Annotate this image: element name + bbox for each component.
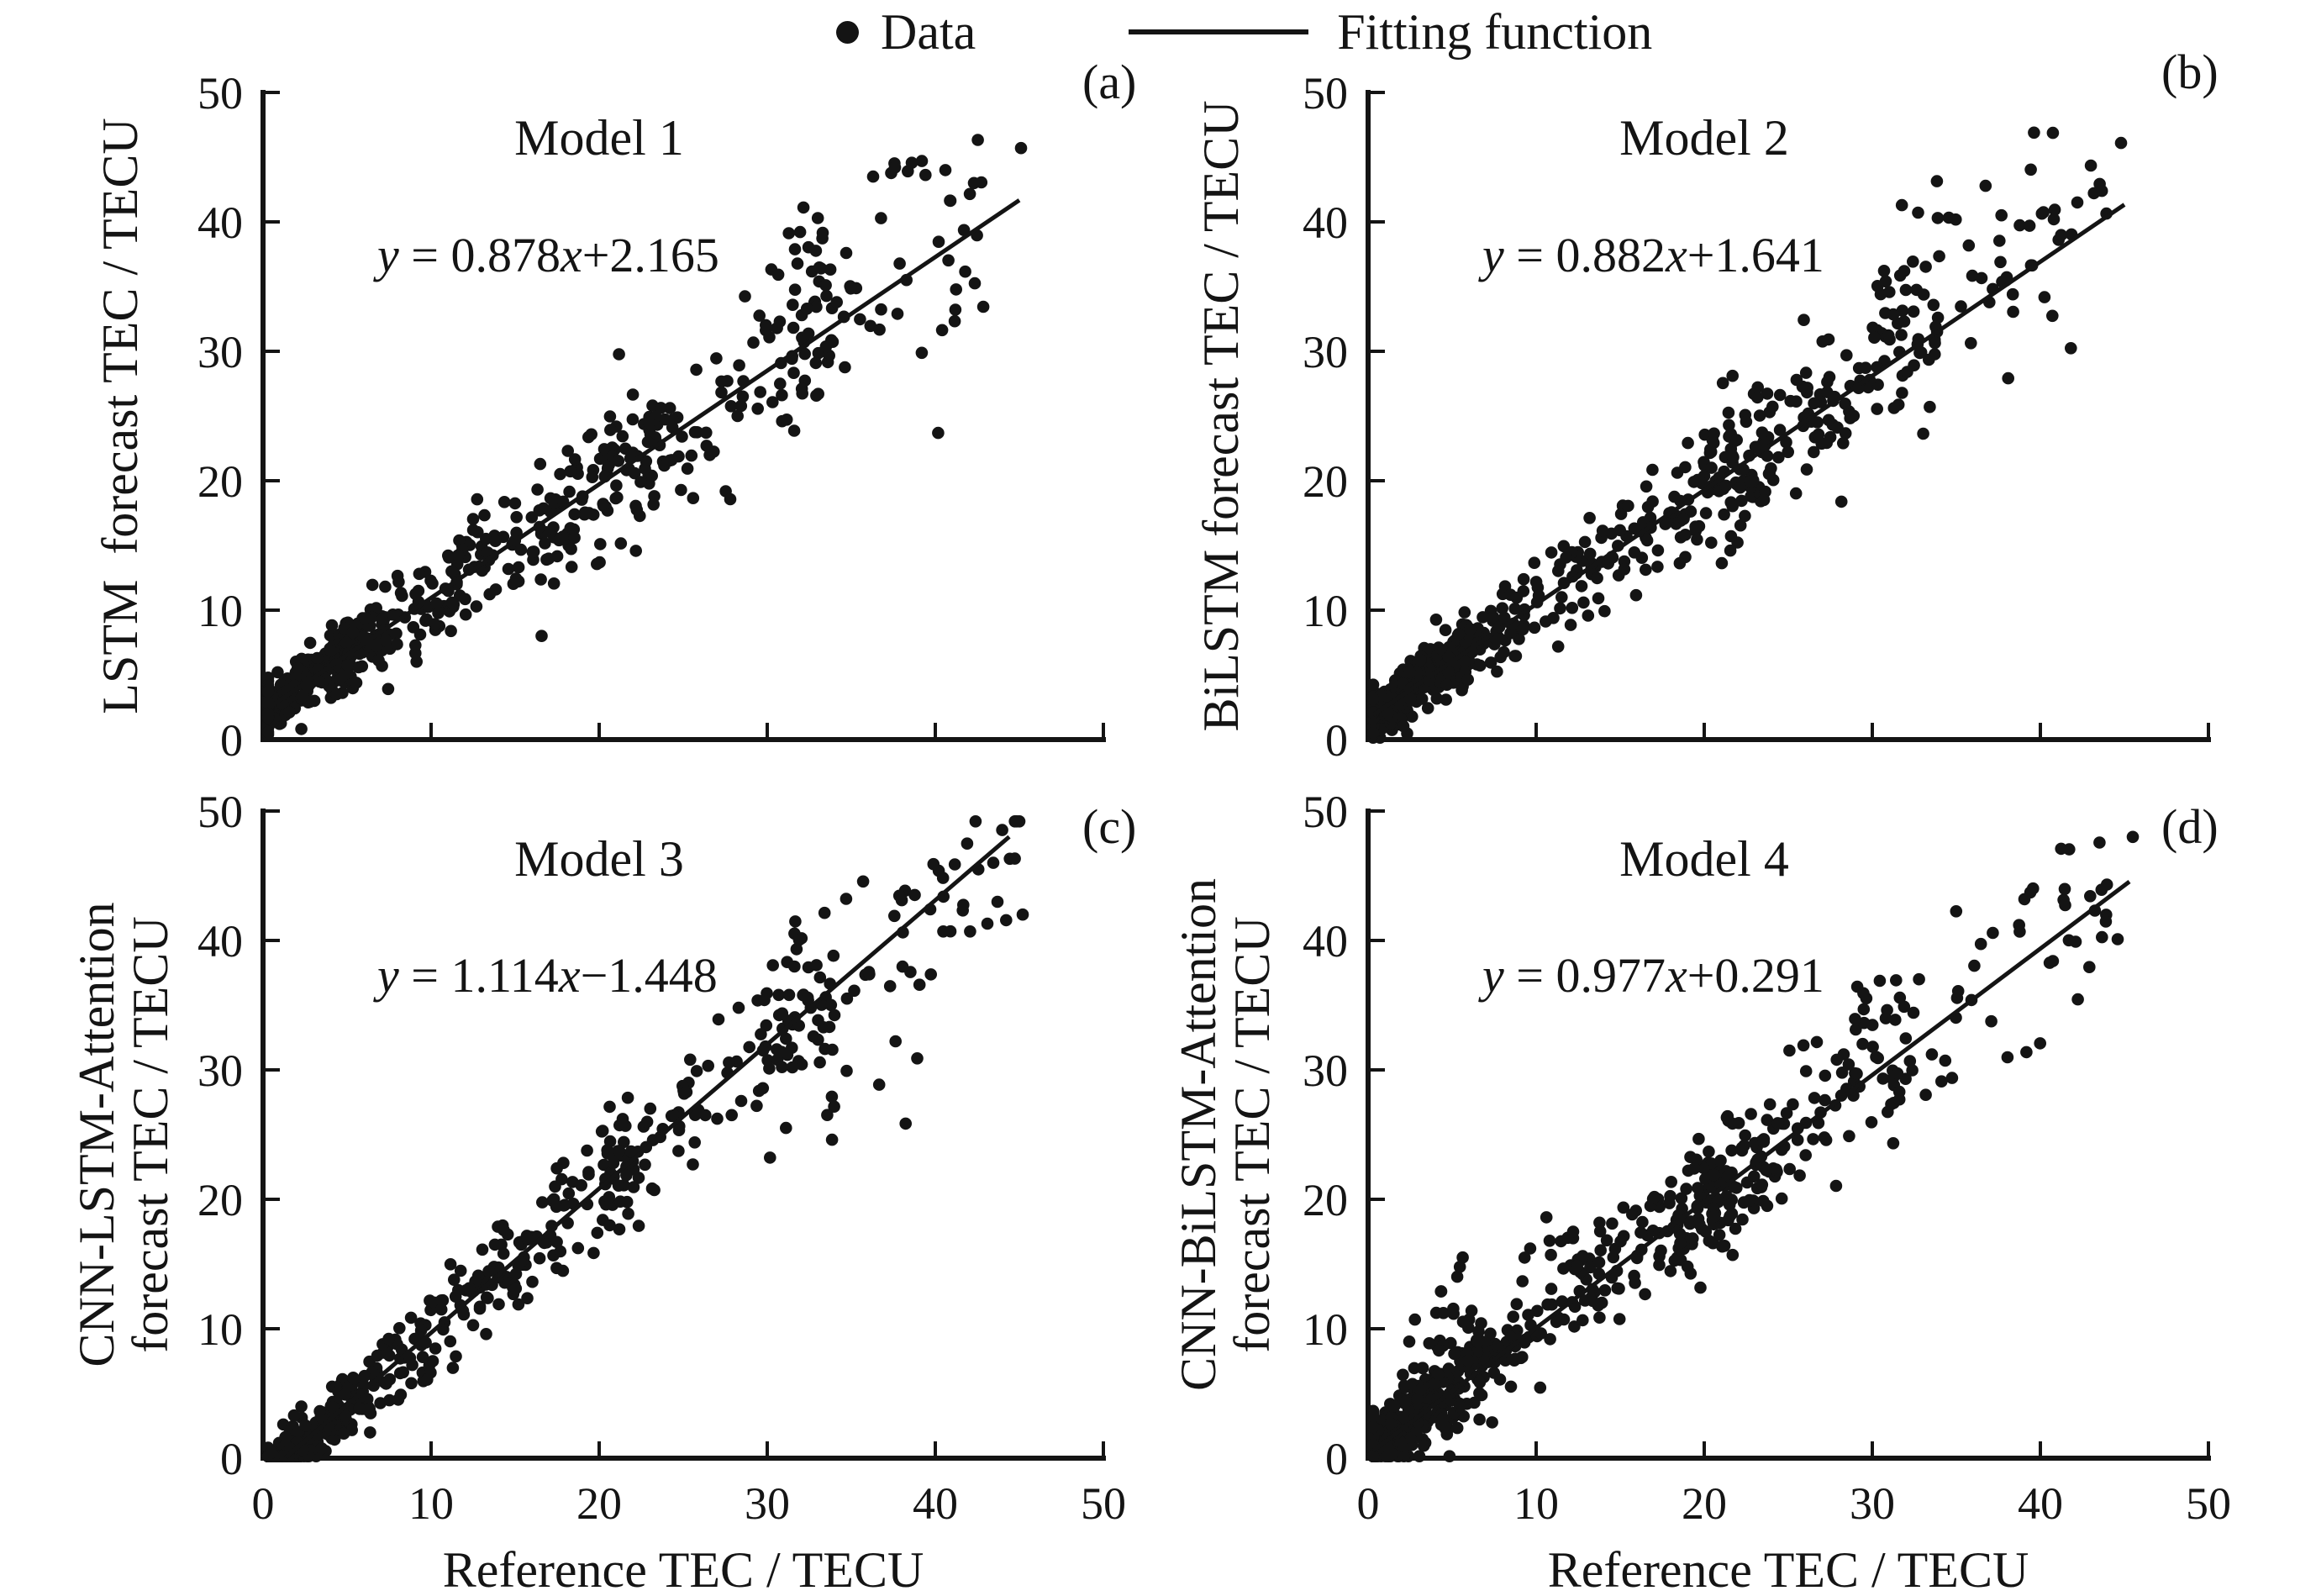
y-tick-label: 20 [197,1175,243,1225]
y-tick-label: 10 [1303,1304,1348,1355]
data-points [261,134,1028,741]
y-tick-label: 30 [1303,1046,1348,1096]
panel-title-a: Model 1 [514,110,684,166]
y-axis-label-a: LSTM forecast TEC / TECU [0,118,255,714]
y-axis-label-d: CNN-BiLSTM-Attention forecast TEC / TECU [1064,878,1387,1391]
y-axis-label-line: LSTM forecast TEC / TECU [92,118,148,714]
eq-mid: = 0.878 [398,228,561,282]
panel-letter-d: (d) [2161,799,2219,854]
x-axis-label-d: Reference TEC / TECU [1547,1542,2029,1596]
plot-area-b: 0 10 20 30 40 50 [1303,68,2211,766]
x-tick-label: 50 [2186,1478,2231,1529]
y-tick-label: 30 [197,1046,243,1096]
x-axis-label-c: Reference TEC / TECU [442,1542,924,1596]
panel-title-c: Model 3 [514,831,684,887]
data-marker-icon [836,20,859,44]
y-axis-label-line: forecast TEC / TECU [1224,916,1280,1353]
eq-mid: = 0.977 [1503,948,1666,1003]
plot-area-d: 0 10 20 30 40 50 0 10 20 30 40 50 [1303,787,2231,1529]
eq-lhs: y [377,948,399,1003]
x-tick-label: 0 [252,1478,275,1529]
panel-title-d: Model 4 [1619,831,1789,887]
y-tick-label: 50 [1303,68,1348,119]
y-tick-label: 40 [197,916,243,967]
eq-mid: = 1.114 [398,948,559,1003]
x-tick-label: 50 [1081,1478,1126,1529]
y-tick-label: 50 [197,68,243,119]
eq-xvar: x [1665,228,1687,282]
fit-equation-b: y = 0.882x+1.641 [1434,171,1824,340]
tick-labels: 0 10 20 30 40 50 [197,68,243,766]
eq-tail: +1.641 [1687,228,1824,282]
y-tick-label: 0 [1325,1434,1348,1484]
y-tick-label: 30 [1303,327,1348,377]
y-tick-label: 0 [220,715,243,766]
y-axis-label-c: CNN-LSTM-Attention forecast TEC / TECU [0,902,285,1367]
eq-xvar: x [560,228,582,282]
plot-area-c: 0 10 20 30 40 50 0 10 20 30 40 50 [197,787,1126,1529]
x-tick-label: 40 [913,1478,958,1529]
tick-labels: 0 10 20 30 40 50 0 10 20 30 40 50 [1303,787,2231,1529]
fit-equation-c: y = 1.114x−1.448 [329,891,718,1060]
y-tick-label: 20 [197,456,243,507]
plot-area-a: 0 10 20 30 40 50 [197,68,1106,766]
fit-line [1371,203,2126,717]
y-tick-label: 40 [1303,916,1348,967]
x-tick-label: 10 [408,1478,454,1529]
y-tick-label: 0 [1325,715,1348,766]
fit-line [1371,879,2131,1453]
legend-fit-label: Fitting function [1337,3,1653,60]
y-tick-label: 20 [1303,1175,1348,1225]
eq-lhs: y [1482,228,1504,282]
x-tick-label: 10 [1513,1478,1559,1529]
tick-labels: 0 10 20 30 40 50 0 10 20 30 40 50 [197,787,1126,1529]
tick-labels: 0 10 20 30 40 50 [1303,68,1348,766]
y-axis-label-line: BiLSTM forecast TEC / TECU [1193,100,1249,732]
fit-equation-a: y = 0.878x+2.165 [329,171,719,340]
y-tick-label: 20 [1303,456,1348,507]
y-axis-label-line: CNN-BiLSTM-Attention [1171,878,1226,1391]
fit-line-icon [1129,29,1309,34]
y-tick-label: 50 [197,787,243,837]
panel-letter-a: (a) [1082,55,1137,109]
eq-tail: +0.291 [1687,948,1824,1003]
x-tick-label: 20 [576,1478,622,1529]
eq-tail: +2.165 [582,228,719,282]
y-tick-label: 10 [1303,586,1348,636]
y-tick-label: 40 [197,198,243,248]
eq-xvar: x [1665,948,1687,1003]
tick-marks [261,91,1105,741]
eq-mid: = 0.882 [1503,228,1666,282]
panel-title-b: Model 2 [1619,110,1789,166]
y-tick-label: 50 [1303,787,1348,837]
fit-equation-d: y = 0.977x+0.291 [1434,891,1824,1060]
x-tick-label: 20 [1682,1478,1727,1529]
eq-lhs: y [1482,948,1504,1003]
y-tick-label: 30 [197,327,243,377]
fit-line [266,198,1021,710]
y-axis-label-line: forecast TEC / TECU [123,916,178,1353]
y-tick-label: 40 [1303,198,1348,248]
y-tick-label: 10 [197,586,243,636]
x-tick-label: 0 [1357,1478,1380,1529]
eq-lhs: y [377,228,399,282]
panel-letter-b: (b) [2161,45,2219,99]
eq-tail: −1.448 [580,948,718,1003]
y-tick-label: 10 [197,1304,243,1355]
fit-line [284,835,1011,1460]
x-tick-label: 40 [2018,1478,2063,1529]
y-axis-label-b: BiLSTM forecast TEC / TECU [1087,100,1355,731]
x-tick-label: 30 [1850,1478,1895,1529]
y-axis-label-line: CNN-LSTM-Attention [69,902,124,1367]
x-tick-label: 30 [745,1478,790,1529]
y-tick-label: 0 [220,1434,243,1484]
eq-xvar: x [558,948,581,1003]
legend: Data Fitting function [836,0,1652,64]
legend-data-label: Data [881,3,976,60]
panel-letter-c: (c) [1082,799,1137,854]
